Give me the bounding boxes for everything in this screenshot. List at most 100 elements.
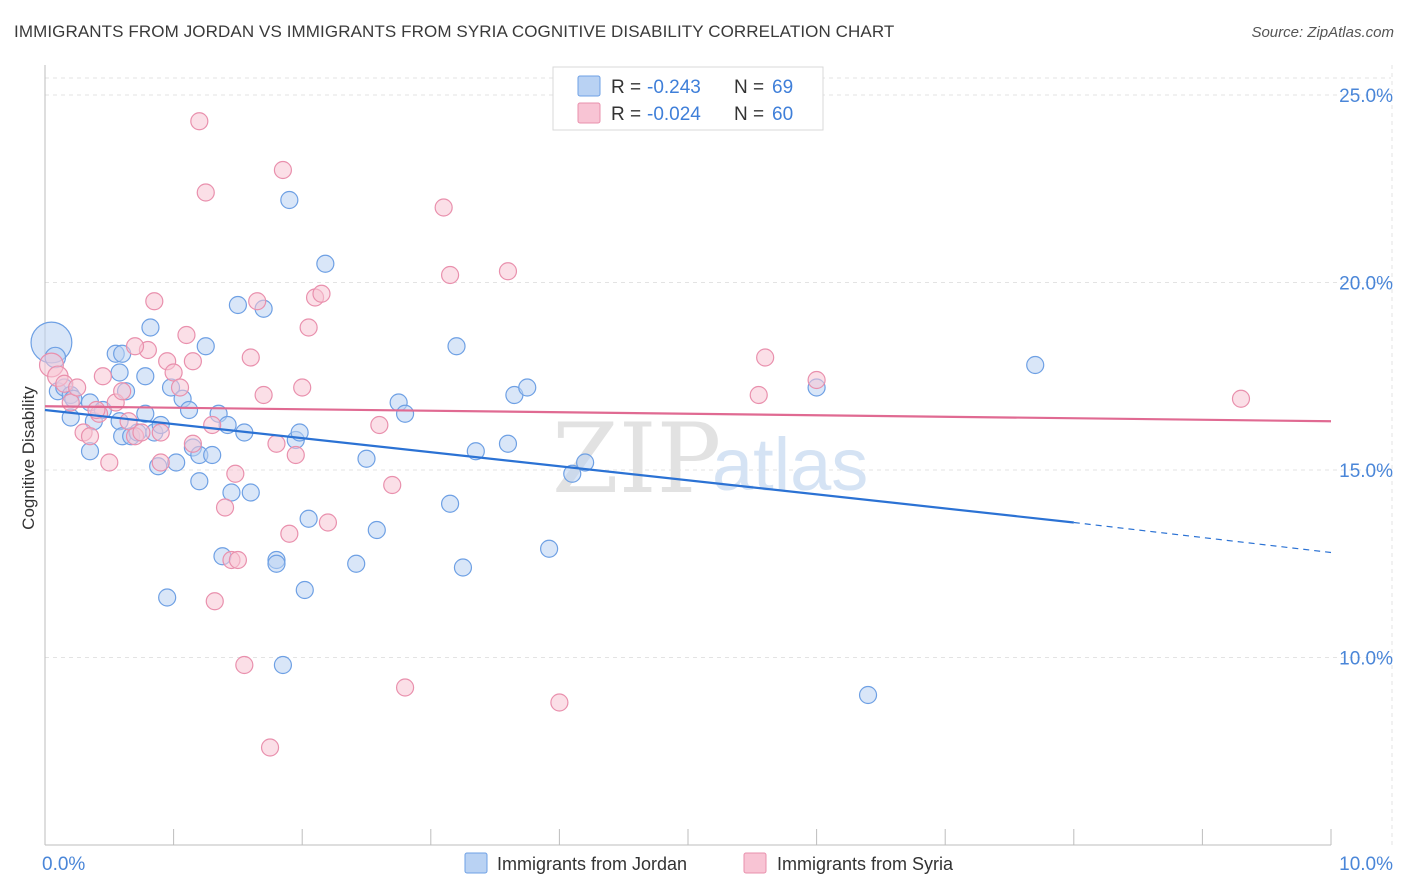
y-tick-label-1: 15.0%: [1339, 461, 1393, 482]
legend-syria-r-value: -0.024: [647, 104, 701, 125]
jordan-point-19: [136, 367, 155, 386]
syria-point-52: [749, 385, 768, 405]
syria-point-12: [119, 412, 138, 431]
jordan-point-65: [563, 464, 582, 483]
syria-point-14: [132, 423, 151, 442]
jordan-point-68: [1026, 355, 1045, 375]
syria-point-22: [183, 434, 202, 453]
bottom-legend-syria-swatch: [743, 852, 767, 874]
jordan-point-57: [440, 494, 460, 513]
y-tick-label-3: 25.0%: [1339, 86, 1393, 107]
jordan-point-38: [222, 483, 241, 502]
jordan-point-34: [203, 445, 222, 465]
jordan-point-27: [167, 453, 186, 472]
jordan-point-60: [466, 442, 485, 461]
legend-syria-n-label: N =: [734, 104, 764, 125]
syria-point-11: [113, 382, 132, 401]
jordan-point-46: [280, 190, 299, 210]
source-label: Source: ZipAtlas.com: [1251, 24, 1394, 41]
syria-point-27: [215, 498, 235, 517]
jordan-point-39: [228, 295, 247, 315]
jordan-point-64: [540, 539, 559, 558]
y-axis-title: Cognitive Disability: [19, 386, 38, 530]
bottom-legend: Immigrants from Jordan Immigrants from S…: [464, 852, 954, 874]
jordan-point-15: [110, 363, 129, 382]
jordan-point-25: [158, 588, 177, 607]
syria-point-55: [1231, 389, 1251, 408]
syria-point-30: [228, 550, 247, 570]
syria-point-41: [299, 318, 318, 337]
jordan-point-49: [295, 580, 314, 600]
legend-jordan-n-label: N =: [734, 77, 764, 98]
syria-point-16: [145, 292, 164, 311]
syria-point-47: [395, 678, 415, 697]
y-tick-labels: 10.0% 15.0% 20.0% 25.0%: [1339, 86, 1393, 670]
syria-point-34: [254, 385, 273, 405]
axes: [44, 65, 1332, 846]
jordan-point-63: [518, 378, 537, 397]
jordan-point-58: [447, 337, 466, 356]
bottom-legend-jordan-label: Immigrants from Jordan: [497, 854, 687, 874]
jordan-point-52: [347, 554, 366, 573]
jordan-trend-extension: [1073, 521, 1332, 554]
legend-box: R = -0.243 N = 69 R = -0.024 N = 60: [552, 66, 824, 131]
jordan-point-32: [190, 472, 209, 491]
syria-point-9: [93, 367, 112, 386]
syria-point-45: [370, 415, 389, 435]
syria-point-38: [280, 524, 299, 543]
syria-point-58: [151, 423, 170, 442]
syria-point-32: [241, 348, 260, 367]
syria-point-54: [807, 370, 826, 390]
x-tick-label-1: 10.0%: [1339, 854, 1393, 875]
jordan-trend-line: [44, 408, 1074, 524]
syria-trend-line: [44, 405, 1332, 423]
bottom-legend-syria-label: Immigrants from Syria: [777, 854, 954, 874]
jordan-point-51: [316, 254, 335, 273]
jordan-point-21: [136, 404, 155, 423]
jordan-point-59: [453, 558, 473, 577]
syria-point-33: [248, 292, 267, 311]
watermark: ZIP atlas: [552, 403, 868, 515]
syria-point-20: [170, 378, 190, 397]
syria-point-50: [498, 262, 518, 281]
jordan-point-44: [267, 554, 286, 573]
jordan-point-53: [357, 449, 376, 468]
jordan-point-50: [299, 509, 318, 528]
jordan-point-41: [241, 483, 260, 502]
chart-title: IMMIGRANTS FROM JORDAN VS IMMIGRANTS FRO…: [14, 22, 895, 41]
watermark-atlas: atlas: [712, 423, 868, 506]
syria-point-6: [80, 427, 100, 446]
jordan-point-20: [141, 318, 160, 337]
y-tick-label-0: 10.0%: [1339, 649, 1393, 670]
jordan-point-61: [498, 434, 518, 453]
syria-point-57: [125, 337, 145, 356]
syria-point-4: [68, 378, 87, 397]
legend-jordan-r-label: R =: [611, 77, 641, 98]
syria-point-8: [100, 453, 119, 472]
legend-jordan-n-value: 69: [772, 77, 793, 98]
x-tick-labels: 0.0% 10.0%: [42, 854, 1393, 875]
legend-syria-r-label: R =: [611, 104, 641, 125]
syria-point-19: [164, 363, 183, 382]
syria-point-43: [312, 284, 331, 303]
syria-point-44: [318, 513, 338, 532]
syria-point-48: [434, 198, 453, 217]
legend-jordan-r-value: -0.243: [647, 77, 701, 98]
trend-lines: [44, 405, 1332, 554]
syria-point-24: [196, 183, 215, 202]
legend-syria-n-value: 60: [772, 104, 793, 125]
legend-syria-swatch: [577, 102, 601, 124]
syria-point-37: [273, 160, 293, 180]
x-tick-label-0: 0.0%: [42, 854, 85, 875]
syria-point-46: [383, 475, 402, 495]
syria-point-17: [151, 453, 170, 472]
syria-point-36: [267, 434, 286, 453]
jordan-point-54: [367, 520, 386, 540]
syria-point-26: [205, 592, 224, 611]
grid-lines: [45, 65, 1393, 845]
syria-point-51: [550, 693, 569, 712]
syria-point-23: [190, 112, 209, 131]
syria-point-31: [235, 655, 254, 675]
jordan-point-29: [179, 400, 199, 420]
